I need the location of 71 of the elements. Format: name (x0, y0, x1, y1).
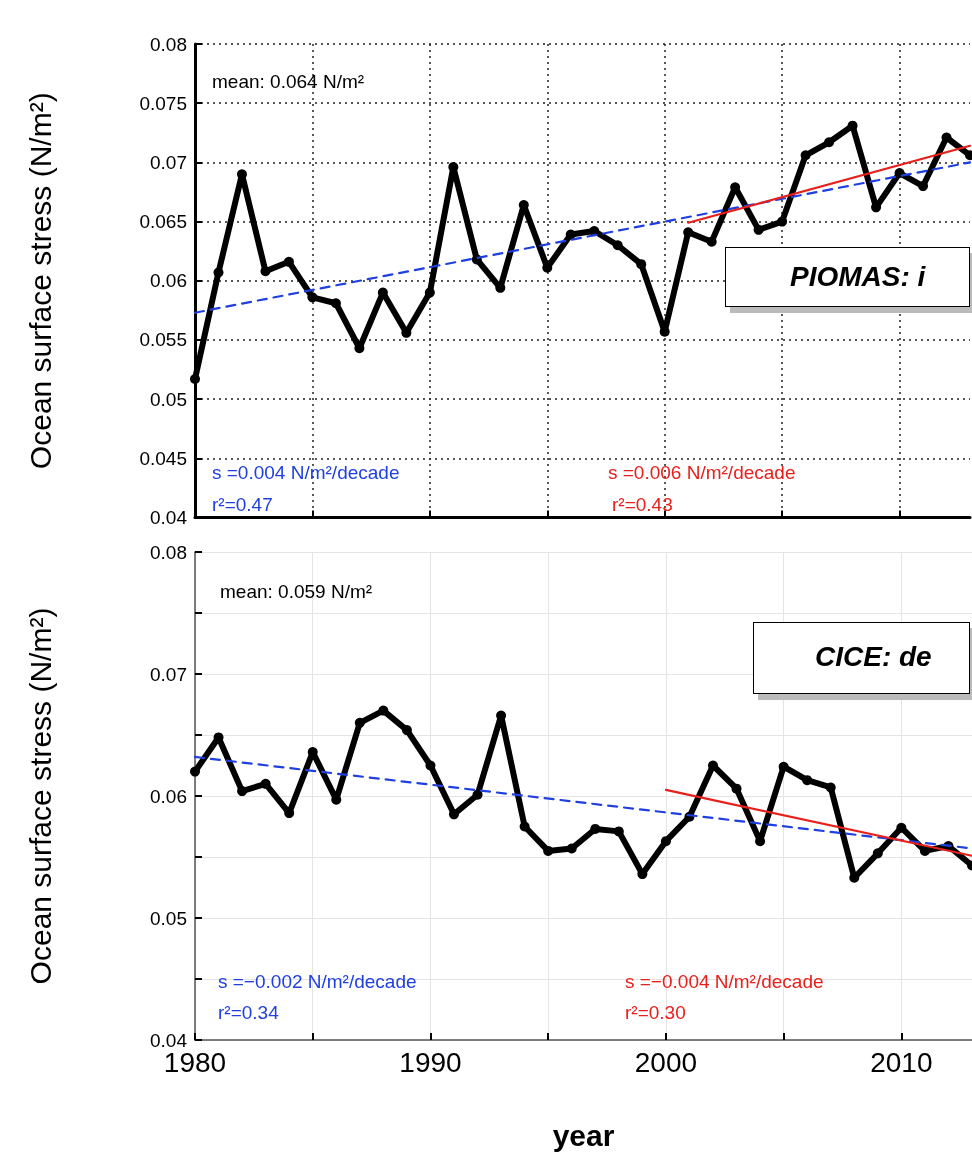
x-axis-title: year (552, 1118, 615, 1152)
point (472, 789, 483, 800)
point (919, 845, 930, 856)
y-tick-label: 0.065 (139, 211, 187, 233)
point (237, 786, 248, 797)
annotation: r²=0.43 (612, 494, 673, 515)
point (307, 292, 318, 303)
annotation: PIOMAS: i (790, 261, 926, 292)
annotation: s =−0.004 N/m²/decade (625, 971, 824, 992)
point (424, 287, 435, 298)
annotation: mean: 0.064 N/m² (212, 71, 365, 92)
point (260, 778, 271, 789)
point (519, 821, 530, 832)
x-tick-label: 2010 (870, 1046, 933, 1078)
y-tick-label: 0.075 (139, 92, 187, 114)
annotation: s =0.006 N/m²/decade (608, 462, 796, 483)
annotation: mean: 0.059 N/m² (220, 581, 373, 602)
point (354, 717, 365, 728)
point (612, 240, 623, 251)
y-tick-label: 0.07 (150, 151, 187, 173)
annotation: r²=0.47 (212, 494, 273, 515)
annotation: s =−0.002 N/m²/decade (218, 971, 417, 992)
point (802, 775, 813, 786)
annotation: CICE: de (815, 641, 932, 672)
point (260, 266, 271, 277)
point (283, 256, 294, 267)
point (449, 809, 459, 820)
point (941, 132, 952, 143)
y-tick-label: 0.045 (139, 447, 187, 469)
point (778, 761, 789, 772)
y-axis-title: Ocean surface stress (N/m²) (23, 92, 57, 470)
x-tick-label: 1990 (399, 1046, 462, 1078)
y-tick-label: 0.06 (150, 785, 187, 807)
point (190, 766, 200, 777)
point (824, 137, 835, 148)
point (918, 181, 929, 192)
point (566, 843, 577, 854)
y-tick-label: 0.05 (150, 388, 187, 410)
point (800, 150, 811, 161)
point (190, 374, 200, 384)
y-tick-label: 0.04 (150, 507, 188, 528)
y-tick-label: 0.05 (150, 907, 187, 929)
point (706, 236, 717, 247)
y-tick-label: 0.055 (139, 329, 187, 351)
point (590, 823, 601, 834)
point (872, 848, 883, 859)
point (378, 705, 389, 716)
point (565, 229, 576, 240)
y-tick-label: 0.07 (150, 663, 187, 685)
y-axis-title: Ocean surface stress (N/m²) (23, 607, 57, 985)
point (636, 259, 647, 270)
point (401, 725, 412, 736)
y-tick-label: 0.08 (150, 33, 187, 55)
point (731, 783, 742, 794)
point (660, 836, 671, 847)
point (777, 216, 788, 227)
point (213, 267, 224, 278)
y-tick-label: 0.06 (150, 270, 187, 292)
annotation: r²=0.34 (218, 1002, 280, 1023)
annotation: r²=0.30 (625, 1002, 686, 1023)
point (330, 298, 341, 309)
x-tick-label: 2000 (634, 1046, 698, 1078)
point (543, 845, 554, 856)
point (425, 760, 436, 771)
point (896, 822, 907, 833)
point (683, 227, 694, 238)
annotation: s =0.004 N/m²/decade (212, 462, 400, 483)
y-tick-label: 0.08 (150, 541, 187, 563)
point (753, 224, 764, 235)
point (825, 782, 836, 793)
point (613, 826, 624, 837)
